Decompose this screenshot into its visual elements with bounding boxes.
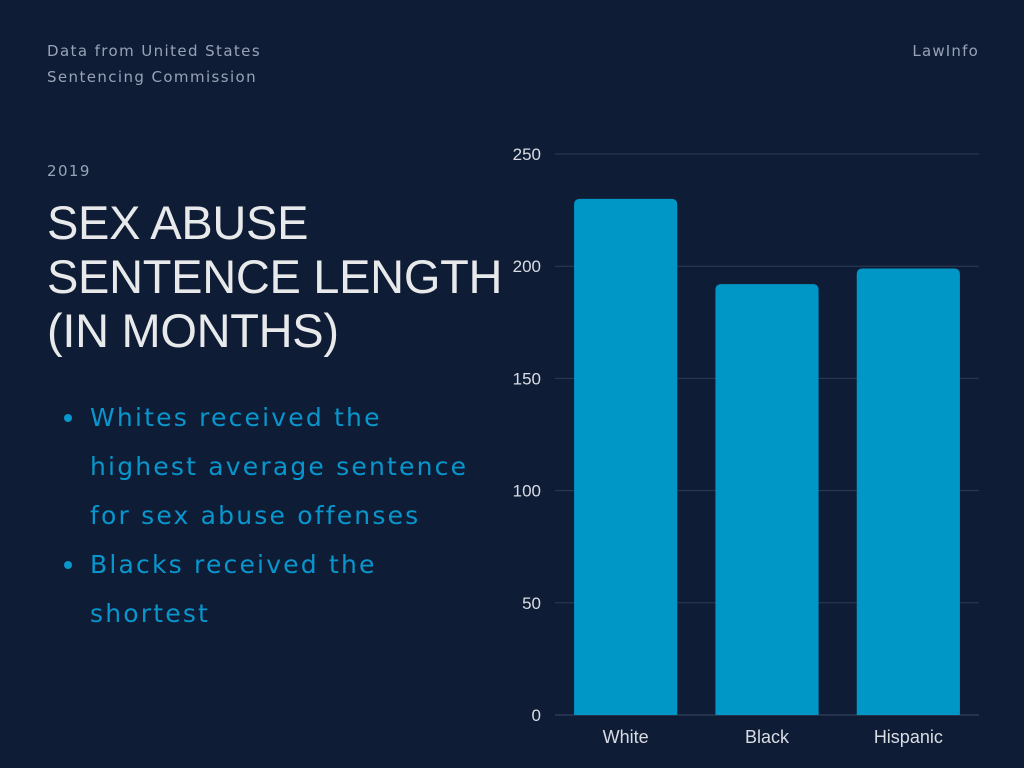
key-findings-list: Whites received the highest average sent… xyxy=(62,393,482,638)
bar-hispanic xyxy=(856,268,960,715)
bar-black xyxy=(715,284,819,715)
y-tick-label: 100 xyxy=(513,482,541,501)
x-tick-label: White xyxy=(603,727,649,747)
source-line-2: Sentencing Commission xyxy=(47,68,258,86)
brand-label: LawInfo xyxy=(912,42,979,60)
chart-title: SEX ABUSE SENTENCE LENGTH (IN MONTHS) xyxy=(47,196,507,358)
finding-item: Blacks received the shortest xyxy=(62,540,482,638)
x-tick-label: Black xyxy=(745,727,790,747)
title-line-3: (IN MONTHS) xyxy=(47,304,339,357)
y-tick-label: 200 xyxy=(513,257,541,276)
source-line-1: Data from United States xyxy=(47,42,262,60)
title-line-1: SEX ABUSE xyxy=(47,196,309,249)
year-label: 2019 xyxy=(47,162,91,180)
title-line-2: SENTENCE LENGTH xyxy=(47,250,503,303)
y-tick-label: 250 xyxy=(513,145,541,164)
bar-chart: 0 50 100 150 200 250 White Black Hispanic xyxy=(513,145,979,747)
y-tick-label: 50 xyxy=(522,594,541,613)
data-source-note: Data from United States Sentencing Commi… xyxy=(47,38,261,90)
y-tick-label: 0 xyxy=(532,706,541,725)
finding-item: Whites received the highest average sent… xyxy=(62,393,482,540)
y-tick-label: 150 xyxy=(513,369,541,388)
x-tick-label: Hispanic xyxy=(874,727,943,747)
bar-white xyxy=(574,198,678,715)
